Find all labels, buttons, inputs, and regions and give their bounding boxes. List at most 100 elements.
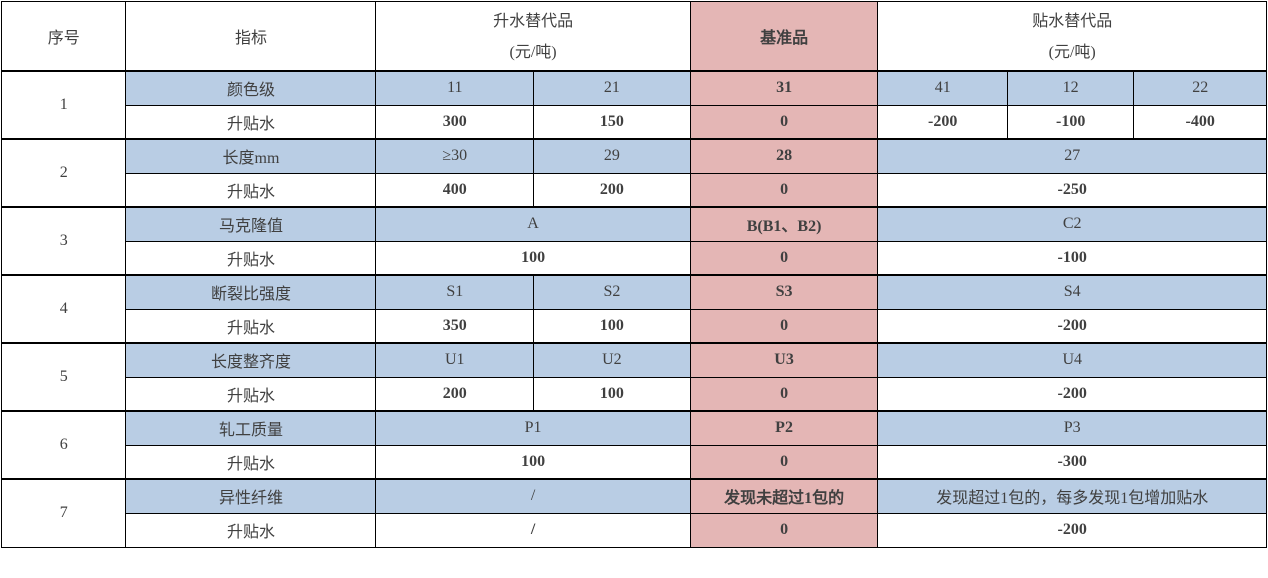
header-indicator: 指标 <box>125 1 377 72</box>
premium-grade-cell: S2 <box>533 274 691 310</box>
discount-value-cell: -100 <box>877 240 1267 276</box>
criteria-row-5: 5 长度整齐度 U1 U2 U3 U4 <box>0 342 1267 412</box>
benchmark-value-cell: 0 <box>689 376 879 412</box>
premium-grade-cell: U1 <box>375 342 535 378</box>
premium-value-cell: 350 <box>375 308 535 344</box>
discount-value-cell: -200 <box>877 376 1267 412</box>
discount-value-cell: -250 <box>877 172 1267 208</box>
criteria-row-1: 1 颜色级 11 21 31 41 12 22 <box>0 70 1267 140</box>
value-label-cell: 升贴水 <box>125 308 377 344</box>
premium-value-cell: 400 <box>375 172 535 208</box>
benchmark-value-cell: 0 <box>689 308 879 344</box>
benchmark-grade-cell: S3 <box>689 274 879 310</box>
discount-grade-cell: 27 <box>877 138 1267 174</box>
premium-discount-table: 序号 指标 升水替代品 (元/吨) 基准品 贴水替代品 (元/吨) 1 颜色级 … <box>0 1 1267 548</box>
criteria-row-3: 3 马克隆值 A B(B1、B2) C2 <box>0 206 1267 276</box>
seq-cell: 1 <box>0 70 127 140</box>
discount-value-cell: -100 <box>1006 104 1135 140</box>
criteria-row-2: 2 长度mm ≥30 29 28 27 <box>0 138 1267 208</box>
header-discount-title: 贴水替代品 <box>1032 13 1113 30</box>
premium-grade-cell: ≥30 <box>375 138 535 174</box>
seq-cell: 2 <box>0 138 127 208</box>
value-label-cell: 升贴水 <box>125 172 377 208</box>
discount-grade-cell: C2 <box>877 206 1267 242</box>
seq-cell: 4 <box>0 274 127 344</box>
premium-grade-cell: A <box>375 206 691 242</box>
benchmark-value-cell: 0 <box>689 512 879 548</box>
premium-value-cell: 300 <box>375 104 535 140</box>
premium-value-cell: 200 <box>375 376 535 412</box>
value-row-2: 升贴水 400 200 0 -250 <box>2 172 1267 208</box>
criteria-row-4: 4 断裂比强度 S1 S2 S3 S4 <box>0 274 1267 344</box>
seq-cell: 5 <box>0 342 127 412</box>
indicator-cell: 长度mm <box>125 138 377 174</box>
benchmark-value-cell: 0 <box>689 172 879 208</box>
indicator-cell: 马克隆值 <box>125 206 377 242</box>
premium-value-cell: 150 <box>533 104 691 140</box>
discount-value-cell: -200 <box>877 308 1267 344</box>
indicator-cell: 断裂比强度 <box>125 274 377 310</box>
indicator-cell: 轧工质量 <box>125 410 377 446</box>
premium-value-cell: 200 <box>533 172 691 208</box>
header-discount-unit: (元/吨) <box>1048 44 1096 61</box>
value-row-4: 升贴水 350 100 0 -200 <box>2 308 1267 344</box>
premium-grade-cell: 11 <box>375 70 535 106</box>
discount-grade-cell: U4 <box>877 342 1267 378</box>
benchmark-value-cell: 0 <box>689 444 879 480</box>
premium-value-cell: 100 <box>533 376 691 412</box>
benchmark-grade-cell: 31 <box>689 70 879 106</box>
value-row-3: 升贴水 100 0 -100 <box>2 240 1267 276</box>
premium-grade-cell: / <box>375 478 691 514</box>
discount-grade-cell: S4 <box>877 274 1267 310</box>
indicator-cell: 长度整齐度 <box>125 342 377 378</box>
discount-grade-cell: 41 <box>877 70 1008 106</box>
premium-value-cell: / <box>375 512 691 548</box>
benchmark-grade-cell: 28 <box>689 138 879 174</box>
premium-grade-cell: 21 <box>533 70 691 106</box>
premium-value-cell: 100 <box>533 308 691 344</box>
value-row-5: 升贴水 200 100 0 -200 <box>2 376 1267 412</box>
seq-cell: 3 <box>0 206 127 276</box>
header-premium-unit: (元/吨) <box>509 44 557 61</box>
value-label-cell: 升贴水 <box>125 376 377 412</box>
criteria-row-6: 6 轧工质量 P1 P2 P3 <box>0 410 1267 480</box>
benchmark-grade-cell: 发现未超过1包的 <box>689 478 879 514</box>
value-label-cell: 升贴水 <box>125 104 377 140</box>
header-benchmark: 基准品 <box>689 1 879 72</box>
header-row: 序号 指标 升水替代品 (元/吨) 基准品 贴水替代品 (元/吨) <box>0 1 1267 72</box>
premium-grade-cell: 29 <box>533 138 691 174</box>
seq-cell: 6 <box>0 410 127 480</box>
value-label-cell: 升贴水 <box>125 444 377 480</box>
value-row-1: 升贴水 300 150 0 -200 -100 -400 <box>2 104 1267 140</box>
premium-grade-cell: P1 <box>375 410 691 446</box>
premium-value-cell: 100 <box>375 444 691 480</box>
header-premium: 升水替代品 (元/吨) <box>375 1 691 72</box>
benchmark-value-cell: 0 <box>689 104 879 140</box>
header-premium-title: 升水替代品 <box>493 13 574 30</box>
discount-grade-cell: 22 <box>1133 70 1267 106</box>
value-label-cell: 升贴水 <box>125 240 377 276</box>
premium-grade-cell: U2 <box>533 342 691 378</box>
indicator-cell: 异性纤维 <box>125 478 377 514</box>
benchmark-grade-cell: P2 <box>689 410 879 446</box>
discount-value-cell: -200 <box>877 512 1267 548</box>
discount-value-cell: -200 <box>877 104 1008 140</box>
premium-value-cell: 100 <box>375 240 691 276</box>
discount-grade-cell: 12 <box>1006 70 1135 106</box>
indicator-cell: 颜色级 <box>125 70 377 106</box>
benchmark-grade-cell: B(B1、B2) <box>689 206 879 242</box>
discount-grade-cell: 发现超过1包的，每多发现1包增加贴水 <box>877 478 1267 514</box>
value-row-6: 升贴水 100 0 -300 <box>2 444 1267 480</box>
value-label-cell: 升贴水 <box>125 512 377 548</box>
value-row-7: 升贴水 / 0 -200 <box>2 512 1267 548</box>
header-discount: 贴水替代品 (元/吨) <box>877 1 1267 72</box>
seq-cell: 7 <box>0 478 127 548</box>
premium-grade-cell: S1 <box>375 274 535 310</box>
benchmark-grade-cell: U3 <box>689 342 879 378</box>
benchmark-value-cell: 0 <box>689 240 879 276</box>
discount-grade-cell: P3 <box>877 410 1267 446</box>
discount-value-cell: -300 <box>877 444 1267 480</box>
criteria-row-7: 7 异性纤维 / 发现未超过1包的 发现超过1包的，每多发现1包增加贴水 <box>0 478 1267 548</box>
header-seq: 序号 <box>0 1 127 72</box>
discount-value-cell: -400 <box>1133 104 1267 140</box>
